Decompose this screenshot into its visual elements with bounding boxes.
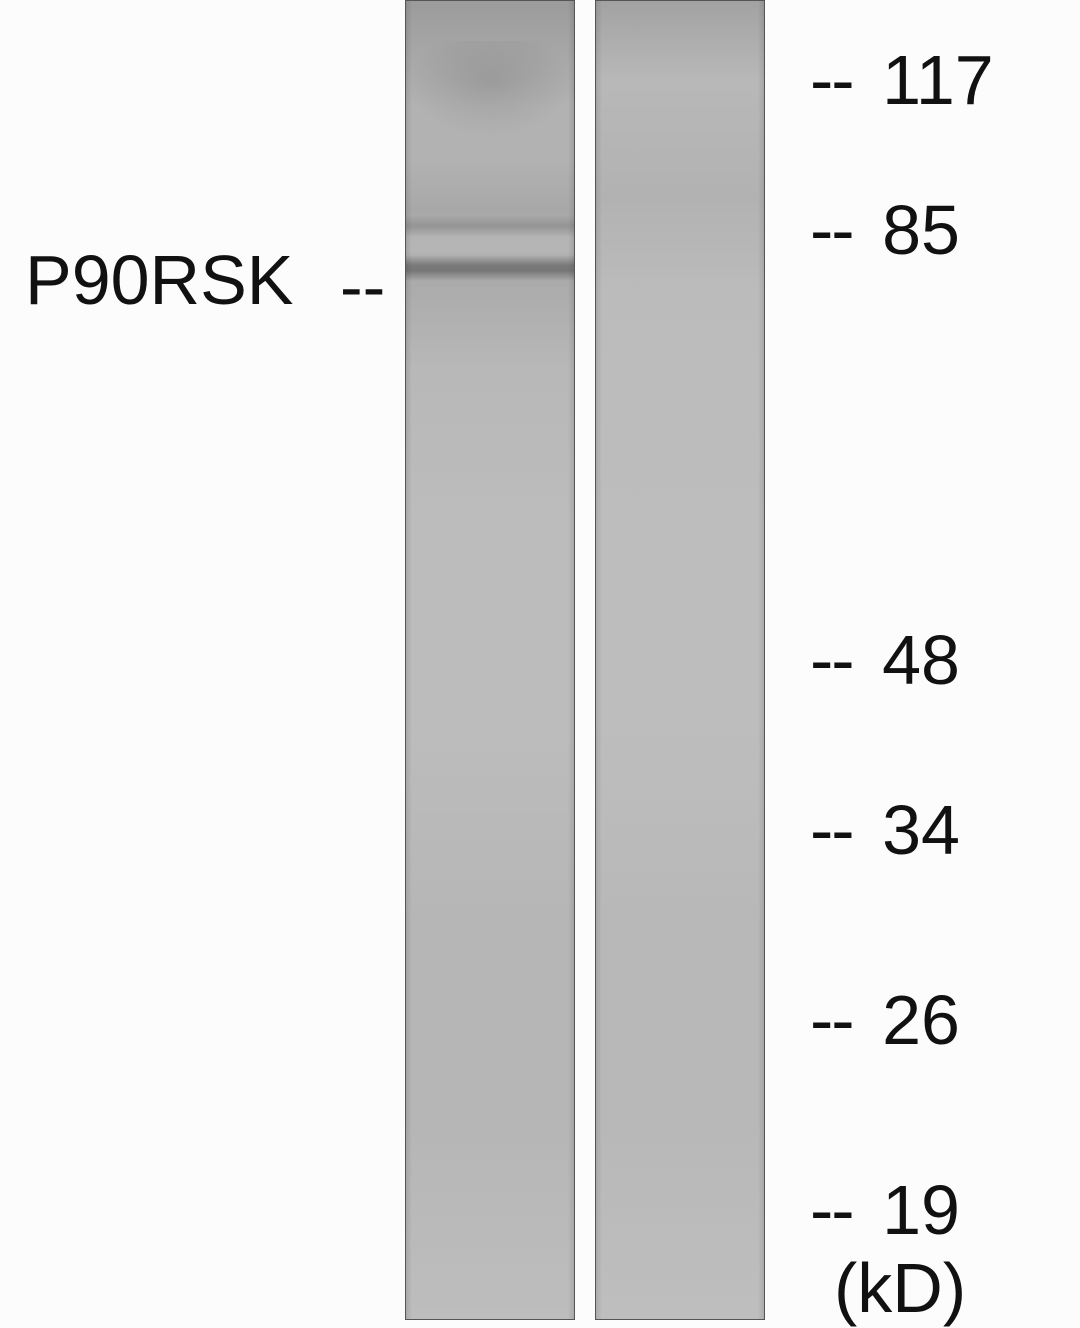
mw-marker-value: 117: [882, 41, 994, 119]
mw-marker-dash: --: [810, 1171, 853, 1249]
lane-1-left-edge: [406, 1, 412, 1319]
mw-marker-48: -- 48: [810, 620, 960, 700]
lane-1-faint-band: [406, 215, 574, 237]
lane-1-right-edge: [568, 1, 574, 1319]
mw-marker-value: 19: [882, 1171, 960, 1249]
mw-marker-dash: --: [810, 191, 853, 269]
lane-2-right-edge: [758, 1, 764, 1319]
mw-marker-value: 26: [882, 981, 960, 1059]
mw-marker-117: -- 117: [810, 40, 994, 120]
protein-label: P90RSK: [25, 240, 293, 320]
mw-marker-value: 48: [882, 621, 960, 699]
mw-marker-dash: --: [810, 981, 853, 1059]
mw-marker-85: -- 85: [810, 190, 960, 270]
unit-label: (kD): [834, 1248, 966, 1328]
lane-2: [595, 0, 765, 1320]
p90rsk-band: [406, 255, 574, 281]
mw-marker-value: 85: [882, 191, 960, 269]
mw-marker-dash: --: [810, 41, 853, 119]
lane-1: [405, 0, 575, 1320]
blot-canvas: P90RSK -- -- 117-- 85-- 48-- 34-- 26-- 1…: [0, 0, 1080, 1326]
protein-label-dash: --: [340, 248, 385, 326]
mw-marker-dash: --: [810, 621, 853, 699]
lane-1-top-smudge: [406, 41, 574, 141]
lane-2-left-edge: [596, 1, 602, 1319]
mw-marker-26: -- 26: [810, 980, 960, 1060]
mw-marker-34: -- 34: [810, 790, 960, 870]
mw-marker-dash: --: [810, 791, 853, 869]
mw-marker-19: -- 19: [810, 1170, 960, 1250]
mw-marker-value: 34: [882, 791, 960, 869]
